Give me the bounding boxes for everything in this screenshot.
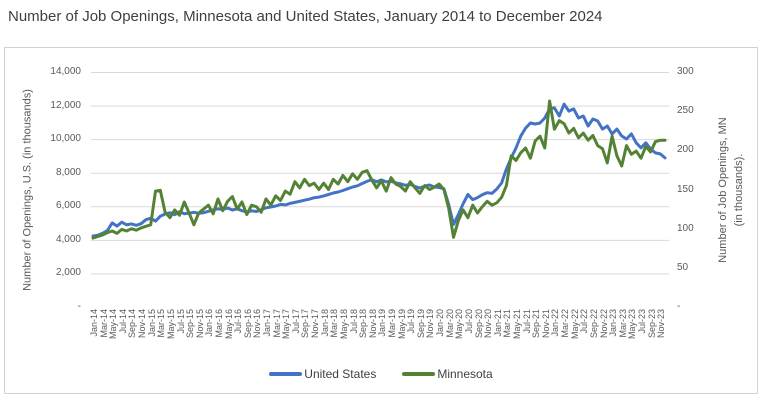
x-axis-tick: Mar-22 [560, 309, 571, 338]
legend-label: Minnesota [437, 367, 493, 381]
chart-title: Number of Job Openings, Minnesota and Un… [8, 8, 603, 25]
x-axis-tick: May-20 [454, 309, 465, 340]
x-axis-tick: May-18 [338, 309, 349, 340]
legend-label: United States [304, 367, 377, 381]
right-axis-tick: 100 [677, 222, 694, 234]
legend: United States Minnesota [5, 367, 757, 381]
x-axis-tick: Nov-14 [137, 309, 148, 339]
x-axis-tick: Sep-21 [531, 309, 542, 339]
left-axis-tick: 4,000 [55, 233, 81, 245]
x-axis-tick: Jan-22 [550, 309, 561, 337]
legend-item-united-states: United States [269, 367, 376, 381]
x-axis-tick: May-23 [627, 309, 638, 340]
chart-frame: Number of Openings, U.S. (in thousands) … [4, 47, 758, 394]
x-axis-tick: Jan-14 [89, 309, 99, 337]
right-axis-title: Number of Job Openings, MN (in thousands… [717, 117, 745, 263]
x-axis-tick: Jan-19 [377, 309, 388, 337]
x-axis-tick: Jul-16 [233, 309, 244, 334]
left-axis-tick: 12,000 [50, 99, 81, 111]
x-axis-tick: Mar-21 [502, 309, 513, 338]
right-axis-tick: 250 [677, 105, 694, 117]
right-axis-tick: 300 [677, 66, 694, 77]
x-axis-tick: Sep-22 [588, 309, 599, 339]
plot-area [91, 72, 669, 275]
x-axis-tick: Nov-17 [310, 309, 321, 339]
left-axis-tick: 2,000 [55, 267, 81, 279]
x-axis-tick: May-21 [511, 309, 522, 340]
x-axis-tick: Nov-22 [598, 309, 609, 339]
left-axis-tick: 14,000 [50, 66, 81, 77]
x-axis-tick: Jan-23 [608, 309, 619, 337]
x-axis-tick: Nov-16 [252, 309, 263, 339]
legend-swatch [269, 372, 303, 376]
x-axis-tick: May-15 [165, 309, 176, 340]
legend-item-minnesota: Minnesota [402, 367, 493, 381]
left-axis-tick: 10,000 [50, 133, 81, 145]
x-axis-tick: Nov-23 [656, 309, 667, 339]
legend-swatch [402, 372, 436, 376]
left-axis-tick: 6,000 [55, 200, 81, 212]
x-axis-tick: Sep-15 [185, 309, 196, 339]
x-axis-tick: Jul-20 [463, 309, 474, 334]
left-axis-tick: 8,000 [55, 166, 81, 178]
right-axis-tick: - [677, 301, 681, 312]
x-axis-tick: Sep-17 [300, 309, 311, 339]
x-axis-tick: Mar-19 [387, 309, 398, 338]
x-axis-tick: Sep-14 [127, 309, 138, 339]
x-axis-tick: May-14 [108, 309, 119, 340]
x-axis-tick: May-17 [281, 309, 292, 340]
x-axis-tick: Sep-18 [358, 309, 369, 339]
right-axis-tick: 150 [677, 183, 694, 195]
right-axis-tick: 200 [677, 144, 694, 156]
x-axis-tick: Jan-20 [435, 309, 446, 337]
series-line-minnesota [91, 99, 667, 240]
x-axis-tick: Jan-16 [204, 309, 215, 337]
left-axis-tick: - [77, 301, 81, 312]
x-axis-tick: Mar-15 [156, 309, 167, 338]
x-axis-tick: Jul-19 [406, 309, 417, 334]
x-axis-tick: Nov-19 [425, 309, 436, 339]
x-axis-tick: Jul-22 [579, 309, 590, 334]
x-axis-tick: Mar-16 [213, 309, 224, 338]
x-axis-tick: Mar-18 [329, 309, 340, 338]
x-axis-tick: Jan-17 [262, 309, 273, 337]
right-axis-tick: 50 [677, 261, 689, 273]
x-axis-tick: Nov-20 [483, 309, 494, 339]
x-axis-tick: Jul-23 [636, 309, 647, 334]
